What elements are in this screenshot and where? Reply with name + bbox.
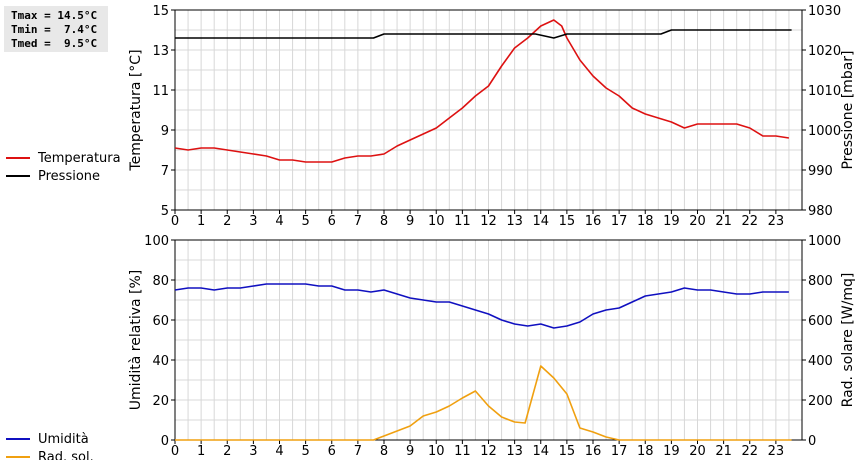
y-tick-label-left: 15	[152, 4, 169, 19]
x-tick-label: 16	[585, 214, 602, 229]
x-tick-label: 10	[428, 214, 445, 229]
x-tick-label: 5	[301, 214, 309, 229]
x-tick-label: 22	[741, 444, 758, 459]
x-tick-label: 1	[197, 444, 205, 459]
x-tick-label: 6	[328, 444, 336, 459]
y-tick-label-right: 200	[808, 394, 833, 409]
tmed-text: Tmed = 9.5°C	[11, 37, 98, 50]
x-tick-label: 23	[768, 444, 785, 459]
x-tick-label: 21	[715, 214, 732, 229]
x-tick-label: 18	[637, 444, 654, 459]
x-tick-label: 2	[223, 444, 231, 459]
y-tick-label-right: 980	[808, 204, 833, 219]
x-tick-label: 14	[532, 444, 549, 459]
y-tick-label-right: 0	[808, 434, 816, 449]
legend-label: Rad. sol.	[38, 450, 94, 460]
x-tick-label: 5	[301, 444, 309, 459]
x-tick-label: 18	[637, 214, 654, 229]
x-tick-label: 6	[328, 214, 336, 229]
y-tick-label-left: 20	[152, 394, 169, 409]
x-tick-label: 2	[223, 214, 231, 229]
y-tick-label-right: 1030	[808, 4, 841, 19]
legend-label: Temperatura	[37, 151, 121, 166]
x-tick-label: 4	[275, 444, 283, 459]
y-tick-label-left: 13	[152, 44, 169, 59]
y-tick-label-right: 1000	[808, 124, 841, 139]
chart-panel-2: 0 1 2 3 4 5 6 7 8 9 10 11 12 13 14 15 16 17 18 19 20 21 22 2302…	[6, 234, 856, 460]
x-tick-label: 16	[585, 444, 602, 459]
y-tick-label-left: 11	[152, 84, 169, 99]
y-tick-label-left: 40	[152, 354, 169, 369]
y-tick-label-left: 7	[161, 164, 169, 179]
x-tick-label: 17	[611, 444, 628, 459]
y-axis-title-right: Pressione [mbar]	[840, 50, 856, 169]
x-tick-label: 12	[480, 444, 497, 459]
legend-label: Umidità	[38, 432, 89, 447]
x-tick-label: 21	[715, 444, 732, 459]
y-tick-label-right: 990	[808, 164, 833, 179]
x-tick-label: 3	[249, 444, 257, 459]
series-line-rad-sol	[175, 365, 792, 441]
x-tick-label: 7	[354, 214, 362, 229]
x-tick-label: 19	[663, 444, 680, 459]
x-tick-label: 0	[171, 214, 179, 229]
x-tick-label: 8	[380, 444, 388, 459]
y-tick-label-left: 0	[161, 434, 169, 449]
tmin-text: Tmin = 7.4°C	[11, 23, 98, 36]
y-axis-title-right: Rad. solare [W/mq]	[840, 273, 856, 408]
x-tick-label: 20	[689, 444, 706, 459]
y-tick-label-left: 60	[152, 314, 169, 329]
x-tick-label: 15	[559, 214, 576, 229]
x-tick-label: 3	[249, 214, 257, 229]
x-tick-label: 11	[454, 214, 471, 229]
x-tick-label: 19	[663, 214, 680, 229]
y-tick-label-left: 100	[144, 234, 169, 249]
y-axis-title-left: Temperatura [°C]	[128, 49, 144, 171]
y-tick-label-left: 9	[161, 124, 169, 139]
y-tick-label-right: 600	[808, 314, 833, 329]
chart-panel-1: 0 1 2 3 4 5 6 7 8 9 10 11 12 13 14 15 16 17 18 19 20 21 22 2357…	[6, 4, 856, 229]
x-tick-label: 9	[406, 214, 414, 229]
y-tick-label-right: 1000	[808, 234, 841, 249]
x-tick-label: 7	[354, 444, 362, 459]
y-tick-label-right: 1020	[808, 44, 841, 59]
x-tick-label: 10	[428, 444, 445, 459]
y-tick-label-right: 800	[808, 274, 833, 289]
x-tick-label: 12	[480, 214, 497, 229]
x-tick-label: 23	[768, 214, 785, 229]
x-tick-label: 13	[506, 444, 523, 459]
x-tick-label: 14	[532, 214, 549, 229]
x-tick-label: 11	[454, 444, 471, 459]
series-line-umidit	[174, 283, 789, 329]
x-tick-label: 4	[275, 214, 283, 229]
x-tick-label: 17	[611, 214, 628, 229]
stats-box: Tmax = 14.5°C Tmin = 7.4°C Tmed = 9.5°C	[4, 6, 108, 52]
series-line-temperatura	[174, 19, 790, 163]
y-tick-label-right: 1010	[808, 84, 841, 99]
x-tick-label: 1	[197, 214, 205, 229]
series-line-pressione	[175, 29, 792, 39]
x-tick-label: 0	[171, 444, 179, 459]
y-tick-label-left: 5	[161, 204, 169, 219]
tmax-text: Tmax = 14.5°C	[11, 9, 98, 22]
y-axis-title-left: Umidità relativa [%]	[128, 270, 144, 411]
y-tick-label-left: 80	[152, 274, 169, 289]
x-tick-label: 8	[380, 214, 388, 229]
x-tick-label: 22	[741, 214, 758, 229]
legend-label: Pressione	[38, 169, 100, 184]
y-tick-label-right: 400	[808, 354, 833, 369]
x-tick-label: 13	[506, 214, 523, 229]
x-tick-label: 15	[559, 444, 576, 459]
x-tick-label: 20	[689, 214, 706, 229]
x-tick-label: 9	[406, 444, 414, 459]
